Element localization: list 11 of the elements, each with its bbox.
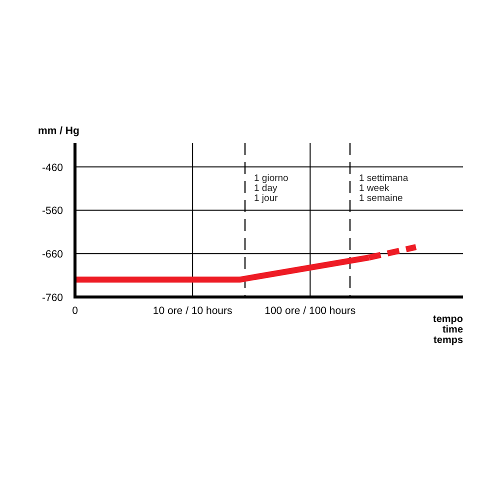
x-tick-label: 100 ore / 100 hours: [264, 305, 356, 317]
x-tick-label: 0: [72, 305, 78, 317]
y-tick-label: -660: [42, 248, 64, 261]
y-axis-title: mm / Hg: [38, 125, 80, 137]
annotation: 1 settimana 1 week 1 semaine: [359, 173, 409, 204]
y-tick-label: -560: [42, 205, 64, 218]
y-tick-label: -760: [42, 292, 64, 304]
x-tick-label: 10 ore / 10 hours: [152, 305, 232, 317]
annotation: 1 giorno 1 day 1 jour: [254, 173, 288, 204]
y-tick-label: -460: [42, 162, 64, 174]
x-axis-title: tempo time temps: [433, 314, 464, 346]
